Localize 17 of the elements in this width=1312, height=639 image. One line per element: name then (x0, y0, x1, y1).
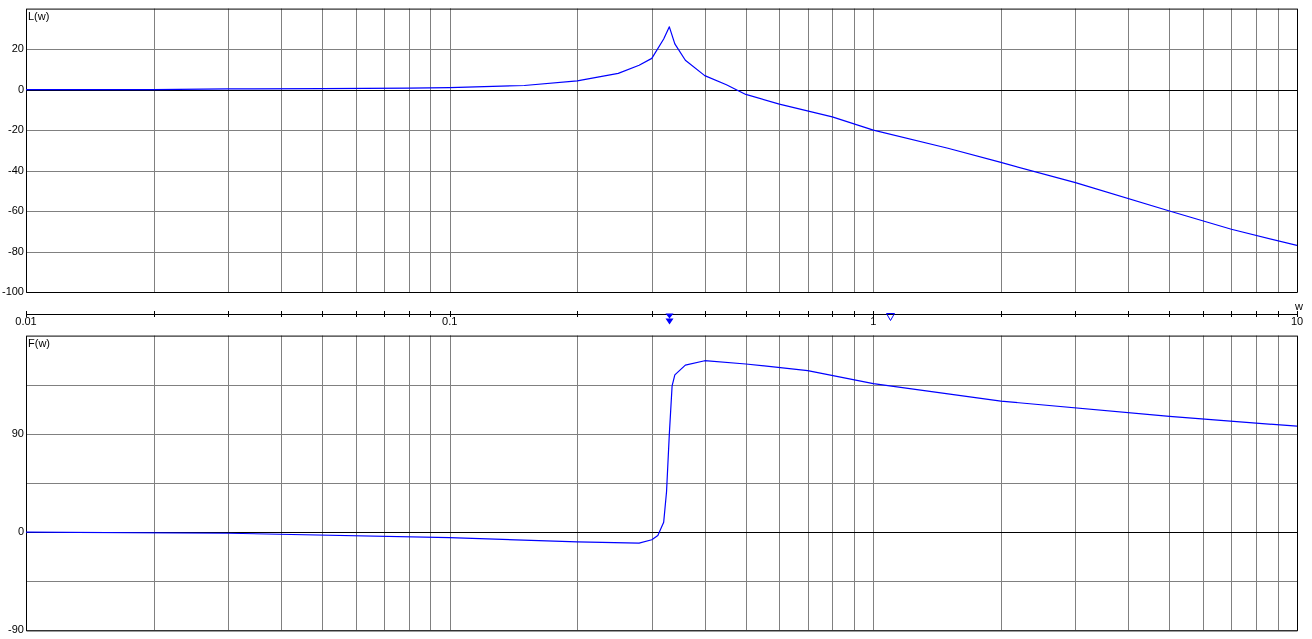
y-tick-label: -60 (8, 204, 24, 217)
x-axis-title: w (1294, 299, 1304, 312)
x-tick-label: 1 (870, 314, 877, 327)
y-tick-label: -100 (1, 285, 24, 298)
y-tick-label: 20 (11, 42, 24, 55)
y-tick-label: 90 (11, 426, 24, 439)
y-axis-title: L(w) (28, 10, 50, 23)
y-tick-label: -40 (8, 163, 24, 176)
y-tick-label: -90 (8, 623, 24, 636)
y-tick-label: -20 (8, 123, 24, 136)
y-tick-label: -80 (8, 244, 24, 257)
y-tick-label: 0 (17, 525, 24, 538)
y-axis-title: F(w) (28, 337, 50, 350)
x-tick-label: 10 (1290, 314, 1304, 327)
y-tick-label: 0 (17, 82, 24, 95)
x-tick-label: 0.01 (15, 314, 37, 327)
x-tick-label: 0.1 (442, 314, 458, 327)
